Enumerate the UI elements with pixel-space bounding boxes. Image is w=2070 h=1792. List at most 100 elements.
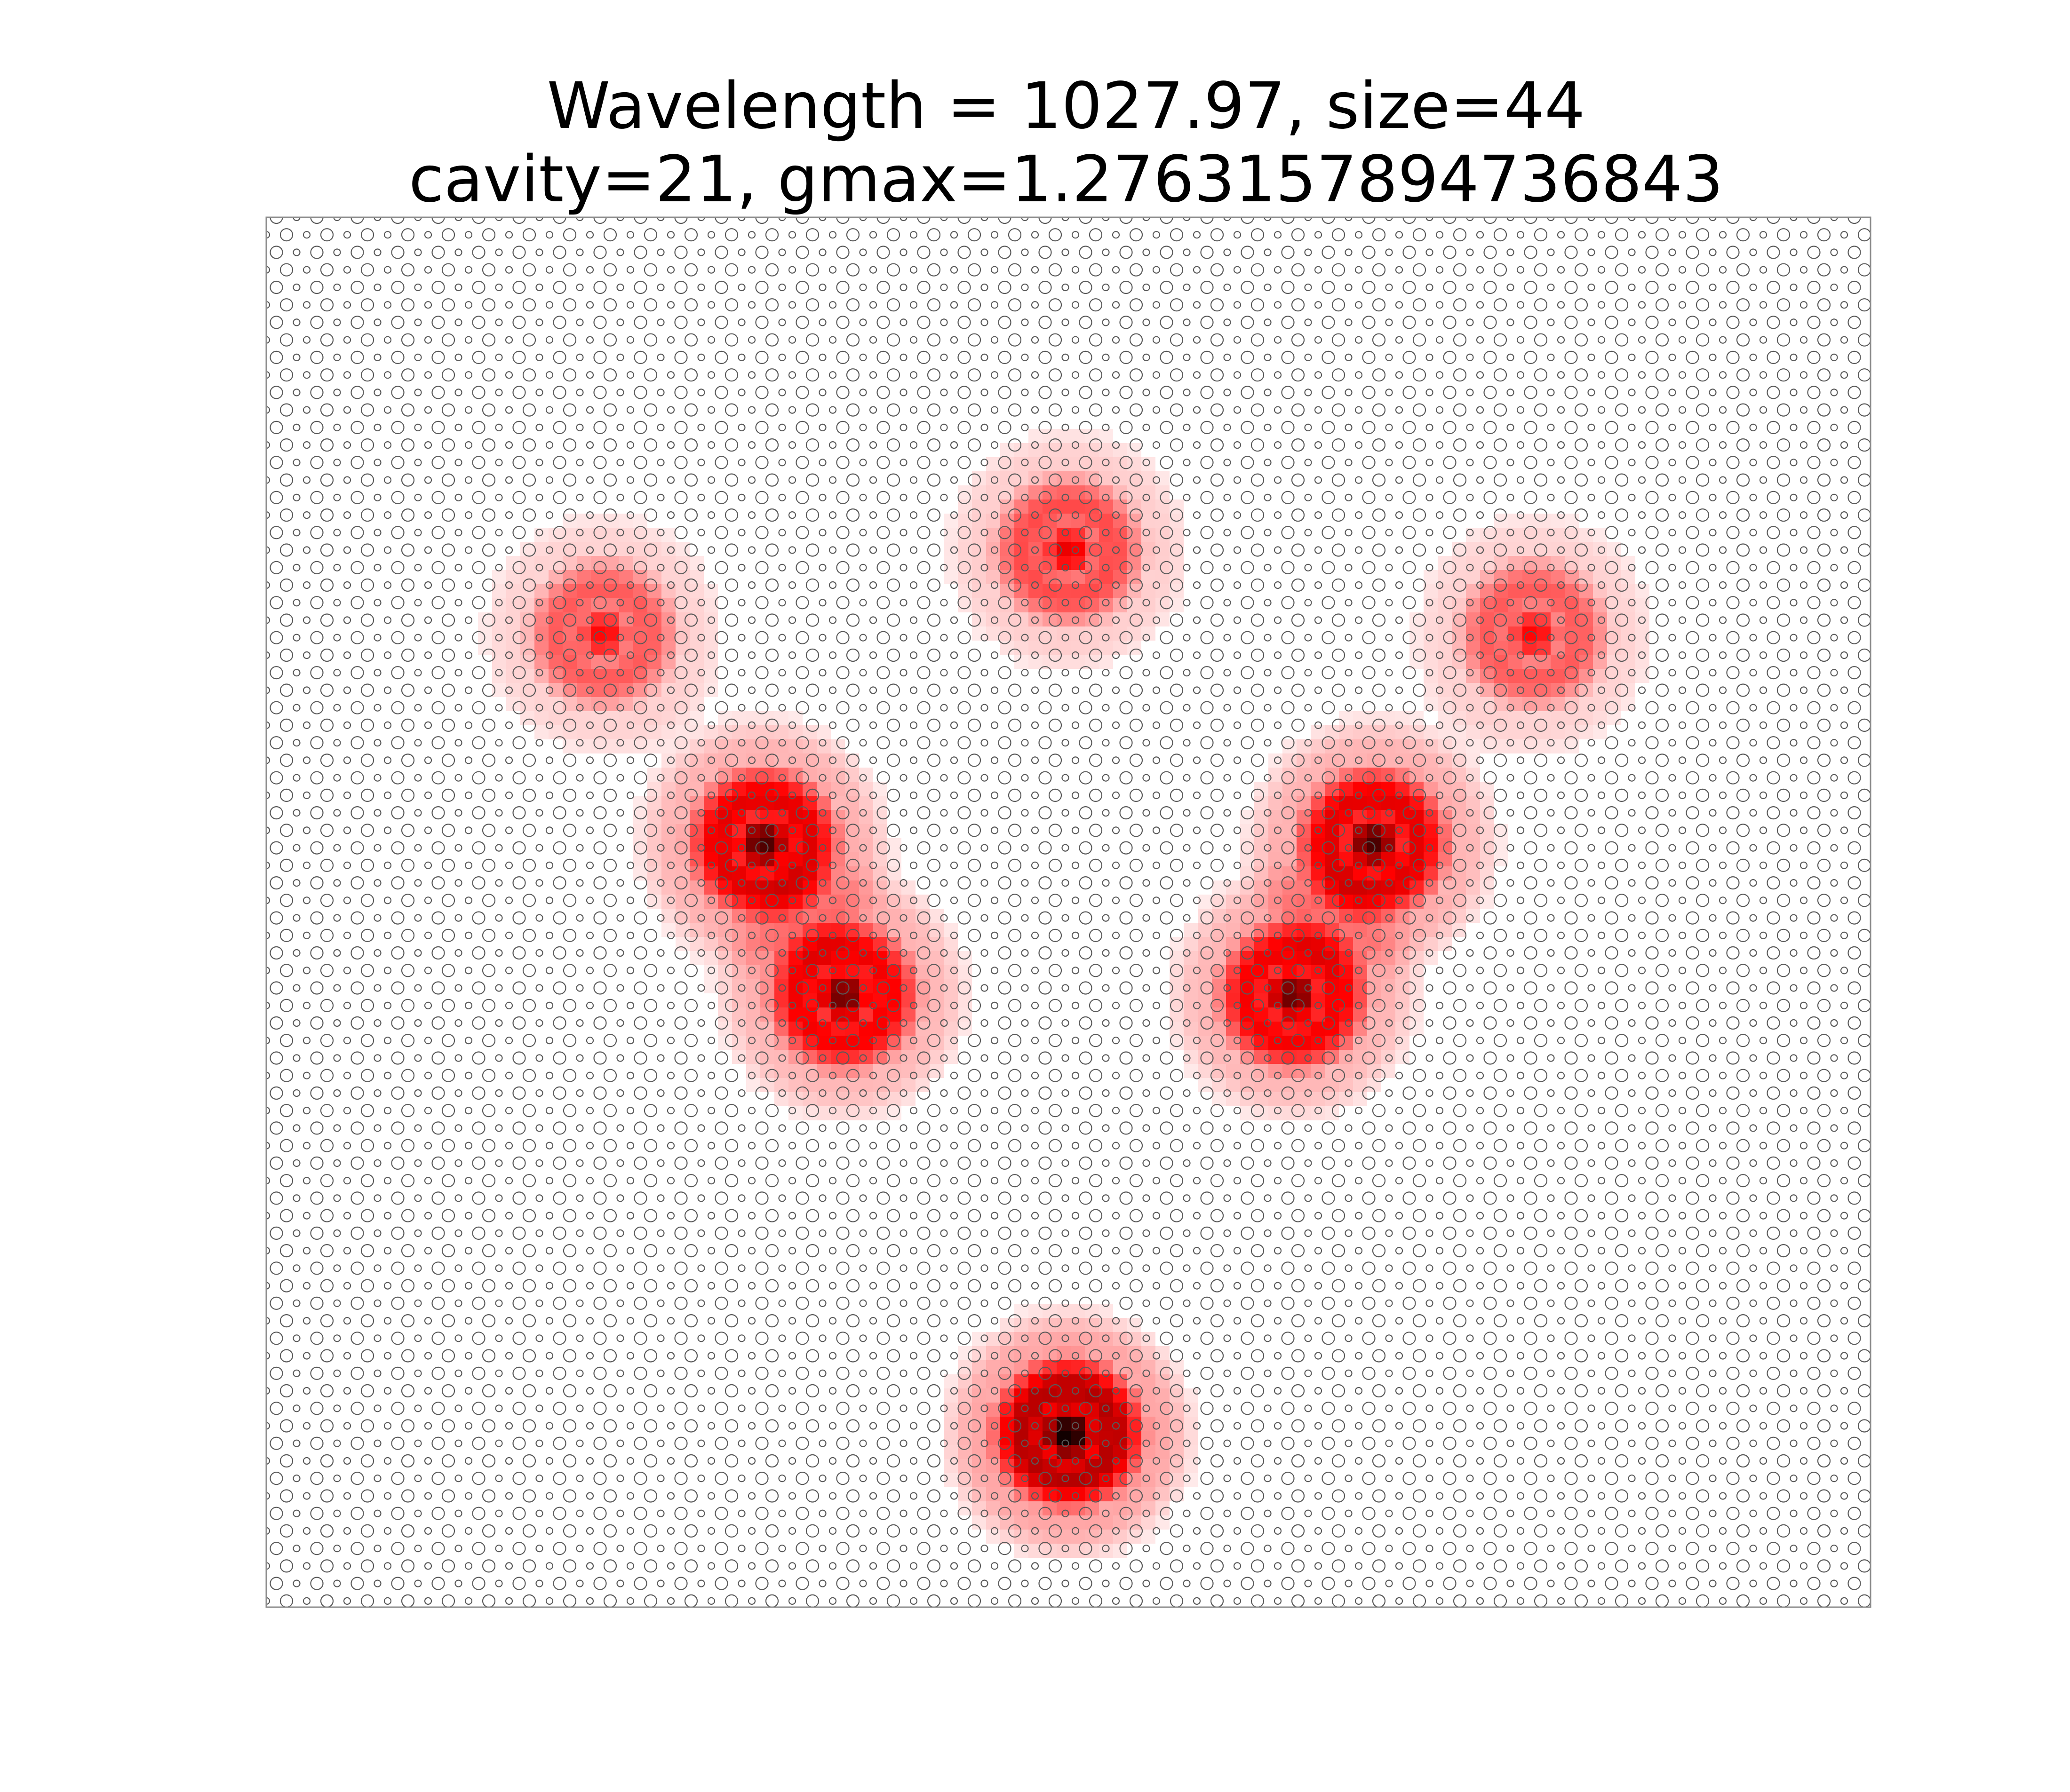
lattice-hole-307 <box>1506 248 1514 256</box>
field-cell-942 <box>873 824 887 838</box>
lattice-hole-592 <box>674 316 688 329</box>
field-cell-488 <box>1113 641 1127 655</box>
lattice-hole-769 <box>957 350 971 365</box>
field-cell-1776 <box>1057 1417 1071 1431</box>
lattice-hole-2083 <box>1160 631 1173 644</box>
lattice-hole-507 <box>603 298 617 312</box>
lattice-hole-2568 <box>1079 736 1092 750</box>
lattice-hole-2622 <box>522 753 536 767</box>
lattice-hole-2725 <box>957 771 971 785</box>
lattice-hole-2863 <box>454 809 462 817</box>
lattice-hole-37 <box>991 197 998 203</box>
lattice-hole-1624 <box>1767 526 1780 539</box>
lattice-hole-2010 <box>1331 613 1346 627</box>
lattice-hole-1540 <box>1719 511 1727 519</box>
lattice-hole-1987 <box>869 616 877 624</box>
lattice-hole-2393 <box>836 701 850 714</box>
lattice-hole-440 <box>900 283 908 292</box>
lattice-hole-2646 <box>1008 753 1022 767</box>
lattice-hole-853 <box>1008 368 1022 382</box>
field-cell-419 <box>520 626 534 641</box>
lattice-hole-1313 <box>424 476 432 484</box>
lattice-hole-896 <box>1881 372 1888 378</box>
field-cell-13 <box>1099 443 1113 457</box>
lattice-hole-1393 <box>391 491 405 504</box>
field-cell-1441 <box>944 1007 958 1022</box>
lattice-hole-2621 <box>505 756 513 764</box>
lattice-hole-1328 <box>724 473 739 487</box>
field-cell-697 <box>817 725 831 739</box>
lattice-hole-417 <box>431 280 445 294</box>
lattice-hole-643 <box>1709 318 1717 326</box>
lattice-hole-1037 <box>1435 406 1444 414</box>
lattice-hole-891 <box>1776 368 1791 382</box>
lattice-hole-563 <box>1736 298 1750 312</box>
lattice-hole-734 <box>253 354 260 361</box>
lattice-hole-888 <box>1719 371 1727 379</box>
lattice-hole-216 <box>1314 231 1322 239</box>
lattice-hole-318 <box>1726 246 1740 259</box>
lattice-hole-2530 <box>310 736 324 750</box>
lattice-hole-407 <box>1881 267 1888 273</box>
lattice-hole-776 <box>1102 353 1110 362</box>
lattice-hole-787 <box>1322 350 1335 365</box>
lattice-hole-444 <box>980 283 988 292</box>
lattice-hole-1248 <box>755 456 769 469</box>
lattice-hole-1462 <box>1790 493 1798 501</box>
lattice-hole-933 <box>980 389 988 396</box>
field-cell-1113 <box>1480 880 1494 895</box>
field-cell-820 <box>647 782 661 796</box>
lattice-hole-1233 <box>454 459 462 467</box>
lattice-hole-3034 <box>616 844 624 852</box>
lattice-hole-560 <box>1678 301 1687 309</box>
lattice-hole-1683 <box>1314 546 1322 554</box>
lattice-hole-1153 <box>482 438 496 452</box>
lattice-hole-1040 <box>1493 403 1507 417</box>
lattice-hole-1475 <box>401 508 415 522</box>
lattice-hole-352 <box>765 263 779 277</box>
lattice-hole-986 <box>401 403 415 417</box>
lattice-hole-777 <box>1119 350 1133 365</box>
lattice-hole-1439 <box>1322 491 1335 504</box>
lattice-hole-1622 <box>1726 526 1740 539</box>
lattice-hole-231 <box>1615 228 1629 242</box>
lattice-hole-2681 <box>1719 756 1727 764</box>
field-cell-307 <box>1466 584 1480 598</box>
lattice-hole-2165 <box>1170 648 1184 662</box>
lattice-hole-2129 <box>441 648 455 662</box>
field-cell-613 <box>549 697 563 711</box>
lattice-hole-2309 <box>788 686 796 694</box>
lattice-hole-2569 <box>1102 739 1110 747</box>
field-cell-97 <box>1508 514 1522 528</box>
lattice-hole-1679 <box>1233 546 1242 554</box>
field-cell-1614 <box>1325 1078 1339 1092</box>
lattice-hole-2369 <box>350 701 364 714</box>
lattice-hole-361 <box>950 266 958 274</box>
lattice-hole-1275 <box>1304 459 1312 467</box>
lattice-hole-1685 <box>1354 546 1363 554</box>
lattice-hole-1498 <box>869 511 877 519</box>
lattice-hole-1335 <box>869 476 877 484</box>
lattice-hole-2834 <box>1516 791 1525 800</box>
lattice-hole-1258 <box>957 456 971 469</box>
lattice-hole-414 <box>374 283 382 292</box>
lattice-hole-1781 <box>1645 561 1659 574</box>
lattice-hole-197 <box>927 228 941 242</box>
lattice-hole-2979 <box>1152 826 1161 834</box>
lattice-hole-564 <box>1759 301 1767 309</box>
field-cell-1286 <box>831 951 845 965</box>
field-cell-1849 <box>1071 1473 1085 1487</box>
lattice-hole-2012 <box>1372 613 1386 627</box>
lattice-hole-1409 <box>715 491 728 504</box>
lattice-hole-379 <box>1314 266 1322 274</box>
lattice-hole-2356 <box>1736 683 1750 697</box>
lattice-hole-43 <box>1113 197 1119 203</box>
lattice-hole-955 <box>1425 389 1433 396</box>
lattice-hole-2126 <box>383 651 392 659</box>
lattice-hole-2320 <box>1008 683 1022 697</box>
field-cell-1051 <box>817 866 831 880</box>
lattice-hole-1741 <box>836 561 850 574</box>
lattice-hole-484 <box>1790 283 1798 292</box>
field-cell-77 <box>619 514 633 528</box>
lattice-hole-1252 <box>836 456 850 469</box>
